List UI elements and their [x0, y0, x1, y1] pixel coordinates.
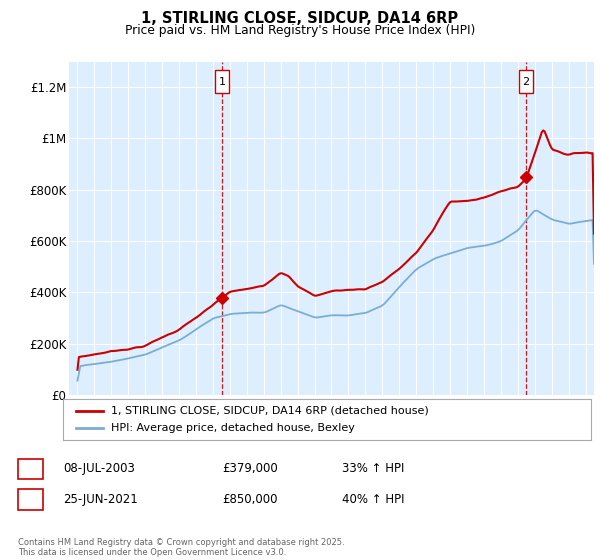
Text: 08-JUL-2003: 08-JUL-2003: [63, 462, 135, 475]
Text: 1, STIRLING CLOSE, SIDCUP, DA14 6RP: 1, STIRLING CLOSE, SIDCUP, DA14 6RP: [142, 11, 458, 26]
Text: £850,000: £850,000: [222, 493, 277, 506]
Text: 25-JUN-2021: 25-JUN-2021: [63, 493, 138, 506]
Text: 2: 2: [523, 77, 530, 87]
FancyBboxPatch shape: [215, 70, 229, 94]
Text: 1: 1: [26, 462, 35, 475]
Text: Contains HM Land Registry data © Crown copyright and database right 2025.
This d: Contains HM Land Registry data © Crown c…: [18, 538, 344, 557]
Text: Price paid vs. HM Land Registry's House Price Index (HPI): Price paid vs. HM Land Registry's House …: [125, 24, 475, 36]
Text: 1, STIRLING CLOSE, SIDCUP, DA14 6RP (detached house): 1, STIRLING CLOSE, SIDCUP, DA14 6RP (det…: [110, 405, 428, 416]
Text: HPI: Average price, detached house, Bexley: HPI: Average price, detached house, Bexl…: [110, 423, 355, 433]
FancyBboxPatch shape: [519, 70, 533, 94]
Text: 33% ↑ HPI: 33% ↑ HPI: [342, 462, 404, 475]
Text: £379,000: £379,000: [222, 462, 278, 475]
Text: 1: 1: [218, 77, 226, 87]
Text: 2: 2: [26, 493, 35, 506]
Text: 40% ↑ HPI: 40% ↑ HPI: [342, 493, 404, 506]
